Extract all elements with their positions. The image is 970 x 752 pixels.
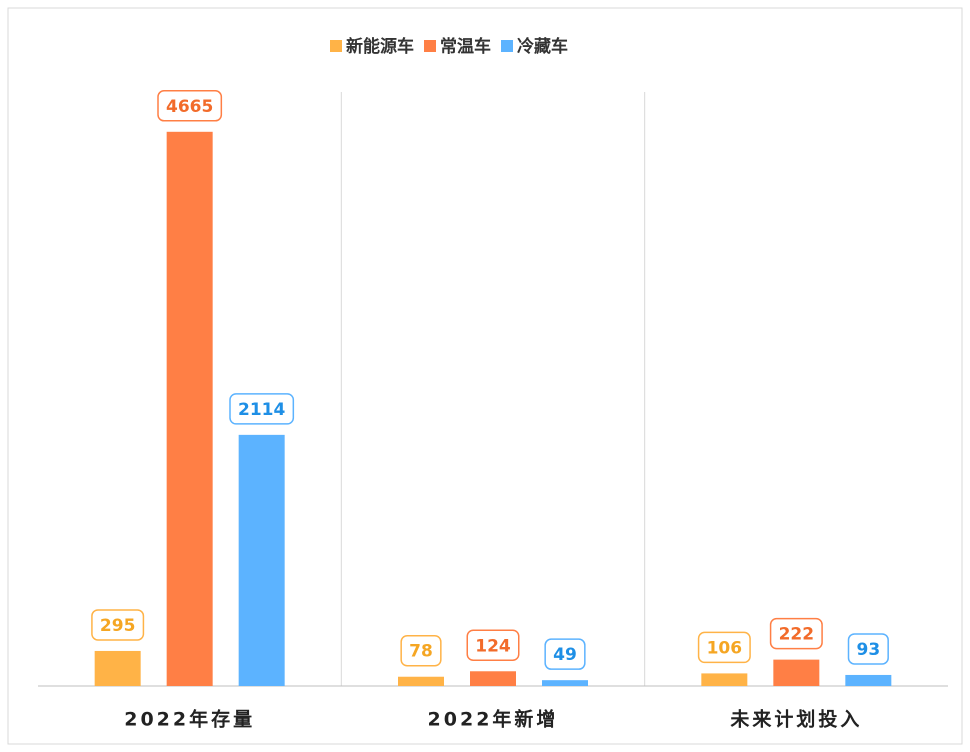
legend-label: 冷藏车 — [517, 36, 568, 57]
data-label: 4665 — [166, 97, 213, 117]
data-label: 78 — [409, 642, 433, 662]
bar — [542, 680, 588, 686]
data-label: 49 — [553, 645, 577, 665]
legend-swatch — [424, 40, 436, 52]
data-label-box — [157, 90, 223, 122]
x-tick-label: 未来计划投入 — [729, 708, 862, 731]
data-label-box — [400, 634, 442, 667]
data-label-box — [466, 629, 520, 662]
legend-label: 新能源车 — [346, 36, 414, 57]
data-label-box — [769, 617, 823, 650]
data-label-box — [544, 638, 586, 670]
data-label-box — [697, 631, 751, 664]
bar — [398, 676, 444, 686]
data-label: 124 — [475, 636, 511, 656]
bar — [701, 673, 748, 686]
legend-swatch — [501, 40, 513, 52]
data-label: 222 — [779, 625, 815, 645]
data-label: 93 — [856, 640, 880, 660]
bar — [166, 131, 213, 687]
data-label: 106 — [707, 638, 743, 658]
x-tick-label: 2022年新增 — [428, 708, 559, 731]
data-label: 295 — [100, 616, 136, 636]
bar — [845, 674, 892, 686]
data-label-box — [91, 609, 145, 641]
data-label-box — [229, 393, 295, 425]
x-tick-label: 2022年存量 — [124, 708, 255, 731]
bar — [470, 671, 516, 686]
bar — [238, 434, 285, 686]
legend-label: 常温车 — [440, 36, 491, 57]
legend-swatch — [330, 40, 342, 52]
bar — [94, 650, 141, 686]
bar — [773, 659, 820, 686]
data-label: 2114 — [238, 400, 285, 420]
data-label-box — [847, 633, 889, 665]
